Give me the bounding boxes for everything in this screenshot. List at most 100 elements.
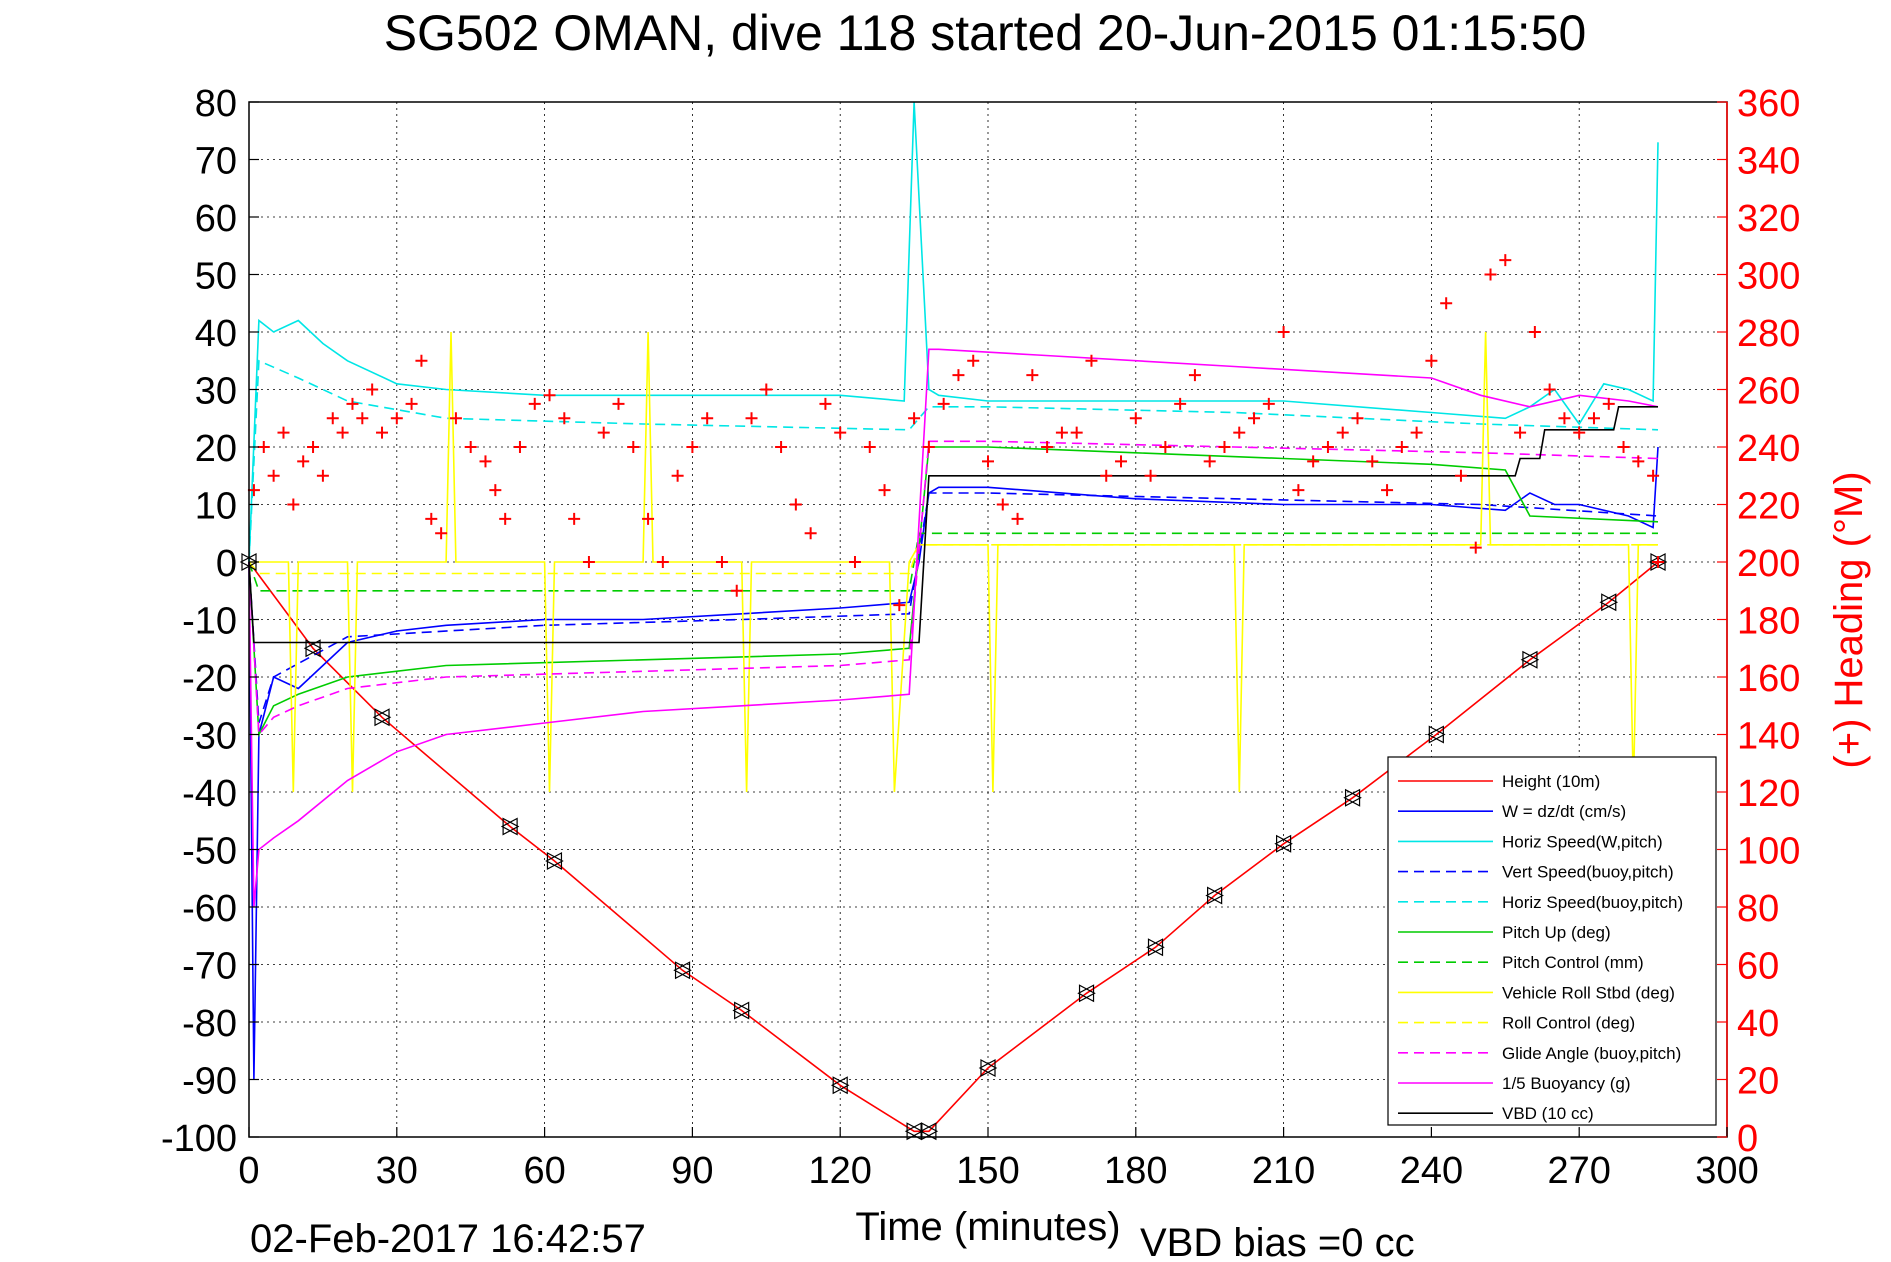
y2-tick-label: 180 xyxy=(1737,601,1800,643)
heading-point xyxy=(1632,455,1645,468)
heading-point xyxy=(1129,412,1142,425)
heading-point xyxy=(1440,297,1453,310)
heading-point xyxy=(848,556,861,568)
heading-point xyxy=(1159,441,1172,453)
y-tick-label: -10 xyxy=(182,601,237,643)
heading-point xyxy=(1484,268,1497,281)
heading-point xyxy=(878,484,891,497)
heading-point xyxy=(1499,254,1512,267)
y-tick-label: 50 xyxy=(195,256,237,298)
heading-point xyxy=(1454,469,1467,482)
heading-point xyxy=(1617,441,1630,453)
series-line-6 xyxy=(248,446,1659,738)
heading-point xyxy=(257,441,270,453)
y-tick-label: -70 xyxy=(182,946,237,988)
heading-point xyxy=(1351,412,1364,425)
footer-date: 02-Feb-2017 16:42:57 xyxy=(250,1217,646,1261)
heading-point xyxy=(582,556,595,568)
y2-tick-label: 80 xyxy=(1737,888,1779,930)
x-tick-label: 300 xyxy=(1695,1150,1758,1192)
height-marker xyxy=(500,817,518,836)
legend-label: Horiz Speed(W,pitch) xyxy=(1502,832,1663,851)
heading-point xyxy=(1410,426,1423,439)
heading-point xyxy=(425,512,438,525)
y2-tick-label: 140 xyxy=(1737,716,1800,758)
heading-point xyxy=(1262,397,1275,410)
heading-point xyxy=(1647,469,1660,482)
heading-point xyxy=(1514,426,1527,439)
heading-point xyxy=(1543,383,1556,396)
y-tick-label: 10 xyxy=(195,486,237,528)
footer-note: VBD bias =0 cc xyxy=(1140,1221,1415,1262)
heading-point xyxy=(449,412,462,425)
heading-point xyxy=(366,383,379,396)
height-marker xyxy=(1274,834,1292,853)
y2-tick-label: 0 xyxy=(1737,1118,1758,1160)
heading-point xyxy=(568,512,581,525)
height-marker xyxy=(545,852,563,870)
heading-point xyxy=(297,455,310,468)
y2-tick-label: 100 xyxy=(1737,831,1800,873)
heading-point xyxy=(671,469,684,482)
heading-point xyxy=(1587,412,1600,425)
heading-point xyxy=(1174,397,1187,410)
chart-title: SG502 OMAN, dive 118 started 20-Jun-2015… xyxy=(384,5,1587,61)
x-tick-label: 90 xyxy=(671,1150,713,1192)
x-tick-label: 180 xyxy=(1104,1150,1167,1192)
series-line-2 xyxy=(248,446,1659,1080)
y2-axis-ticks: 3603403203002802602402202001801601401201… xyxy=(1717,83,1800,1160)
heading-point xyxy=(1115,455,1128,468)
height-marker xyxy=(1146,938,1164,957)
y-tick-label: 40 xyxy=(195,313,237,355)
heading-point xyxy=(1425,354,1438,367)
y-tick-label: -80 xyxy=(182,1003,237,1045)
heading-point xyxy=(1366,455,1379,468)
height-marker xyxy=(673,961,691,980)
heading-point xyxy=(937,397,950,410)
height-marker xyxy=(830,1076,848,1095)
height-marker xyxy=(1599,593,1617,612)
x-tick-label: 150 xyxy=(956,1150,1019,1192)
legend-label: Pitch Up (deg) xyxy=(1502,923,1611,942)
heading-point xyxy=(528,397,541,410)
heading-point xyxy=(597,426,610,439)
heading-point xyxy=(996,498,1009,511)
series-line-10 xyxy=(248,440,1659,737)
heading-point xyxy=(489,484,502,497)
heading-point xyxy=(686,441,699,453)
legend-label: Glide Angle (buoy,pitch) xyxy=(1502,1044,1681,1063)
heading-point xyxy=(479,455,492,468)
y2-tick-label: 260 xyxy=(1737,371,1800,413)
heading-point xyxy=(1602,397,1615,410)
heading-point xyxy=(715,556,728,568)
y-tick-label: 80 xyxy=(195,83,237,125)
y-tick-label: -50 xyxy=(182,831,237,873)
heading-point xyxy=(376,426,389,439)
heading-point xyxy=(1321,441,1334,453)
heading-point xyxy=(247,484,260,497)
series-line-11 xyxy=(248,348,1659,908)
x-axis-ticks: 0 30 60 90 120 150 180 210 240 270 300 xyxy=(238,1127,1759,1192)
heading-point xyxy=(1381,484,1394,497)
heading-point xyxy=(775,441,788,453)
heading-point xyxy=(952,369,965,382)
heading-point xyxy=(1652,556,1665,568)
heading-point xyxy=(405,397,418,410)
x-tick-label: 0 xyxy=(238,1150,259,1192)
heading-point xyxy=(893,599,906,612)
x-tick-label: 240 xyxy=(1400,1150,1463,1192)
series-line-9 xyxy=(248,543,1658,575)
heading-point xyxy=(656,556,669,568)
heading-point xyxy=(336,426,349,439)
heading-point xyxy=(804,527,817,540)
heading-point xyxy=(499,512,512,525)
legend-label: Horiz Speed(buoy,pitch) xyxy=(1502,893,1683,912)
heading-point xyxy=(789,498,802,511)
y-tick-label: -60 xyxy=(182,888,237,930)
legend-label: VBD (10 cc) xyxy=(1502,1104,1594,1123)
y2-tick-label: 40 xyxy=(1737,1003,1779,1045)
heading-point xyxy=(435,527,448,540)
legend-label: Pitch Control (mm) xyxy=(1502,953,1644,972)
heading-point xyxy=(967,354,980,367)
heading-point xyxy=(1277,326,1290,338)
